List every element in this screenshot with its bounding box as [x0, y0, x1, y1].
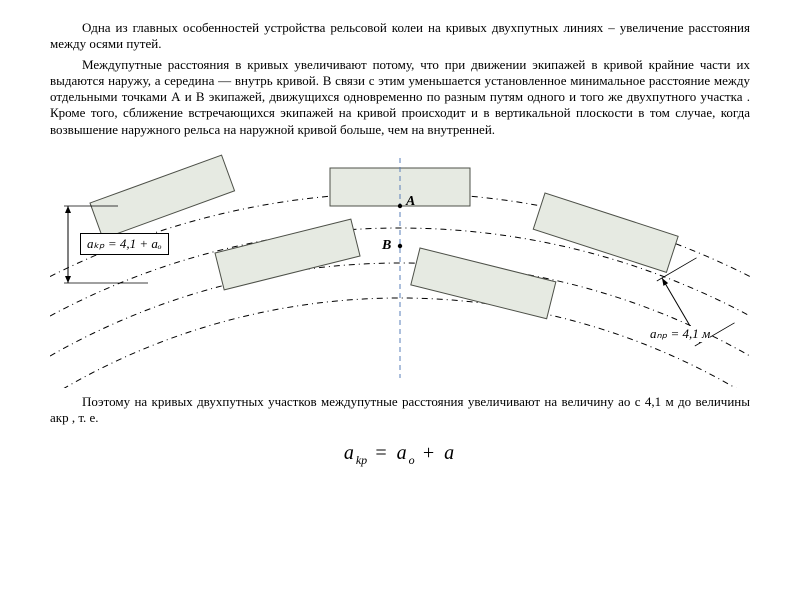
- rail-curve-diagram: aₖₚ = 4,1 + aₒ aₙₚ = 4,1 м A B: [50, 148, 750, 388]
- diagram-svg: [50, 148, 750, 388]
- formula-mid: a: [397, 442, 409, 464]
- dimension-label-right: aₙₚ = 4,1 м: [650, 326, 710, 342]
- formula-plus: + a: [415, 442, 457, 464]
- paragraph-2: Междупутные расстояния в кривых увеличив…: [50, 57, 750, 138]
- formula-sub1: kp: [356, 453, 367, 467]
- point-label-a: A: [406, 194, 415, 210]
- point-label-b: B: [382, 238, 391, 254]
- dimension-label-left: aₖₚ = 4,1 + aₒ: [80, 233, 169, 255]
- formula: akp = ao + a: [50, 442, 750, 468]
- formula-lhs: a: [344, 442, 356, 464]
- formula-eq: =: [367, 442, 397, 464]
- paragraph-1: Одна из главных особенностей устройства …: [50, 20, 750, 53]
- paragraph-3: Поэтому на кривых двухпутных участков ме…: [50, 394, 750, 427]
